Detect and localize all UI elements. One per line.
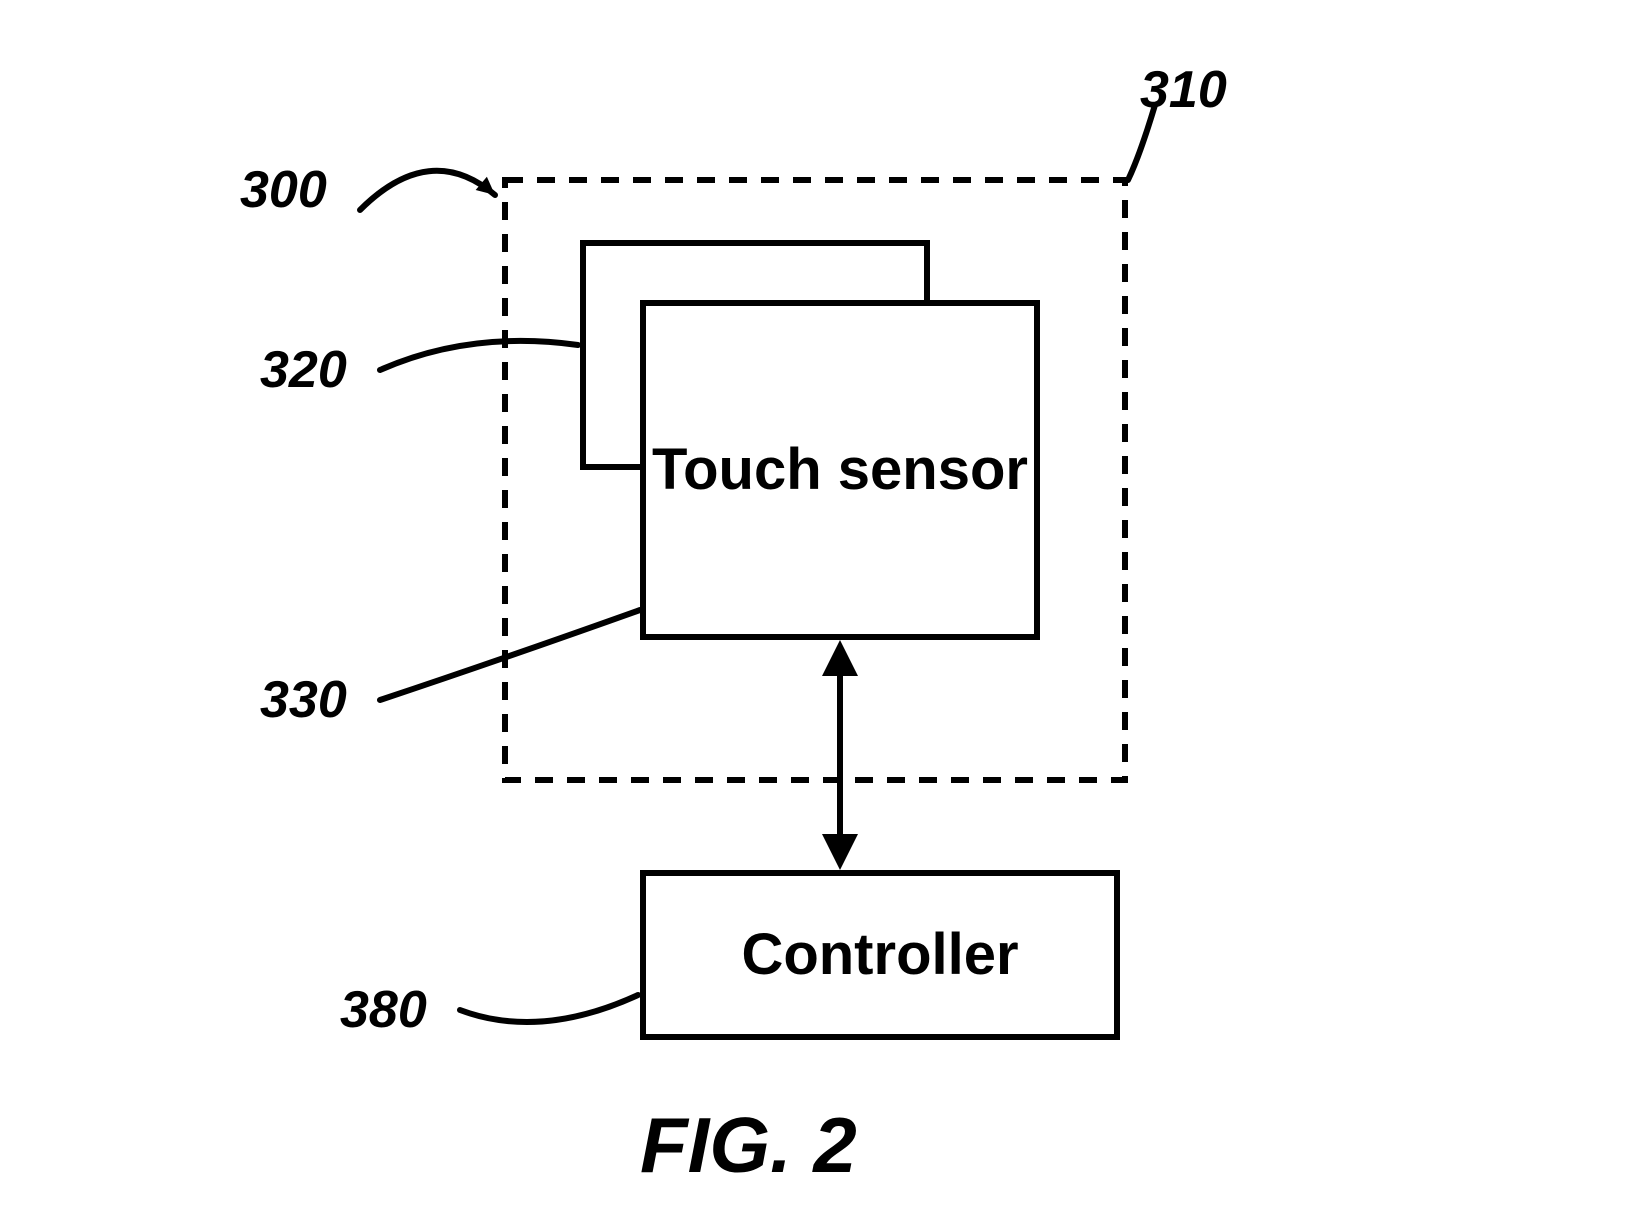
- ref-330: 330: [260, 670, 347, 730]
- controller-label: Controller: [741, 925, 1018, 986]
- ref-300: 300: [240, 160, 327, 220]
- diagram-canvas: Display Touch sensor Controller 300 310 …: [0, 0, 1642, 1230]
- ref-380: 380: [340, 980, 427, 1040]
- ref-320: 320: [260, 340, 347, 400]
- touch-sensor-label: Touch sensor: [652, 440, 1028, 501]
- figure-caption: FIG. 2: [640, 1100, 857, 1191]
- controller-block: Controller: [640, 870, 1120, 1040]
- touch-sensor-block: Touch sensor: [640, 300, 1040, 640]
- ref-310: 310: [1140, 60, 1227, 120]
